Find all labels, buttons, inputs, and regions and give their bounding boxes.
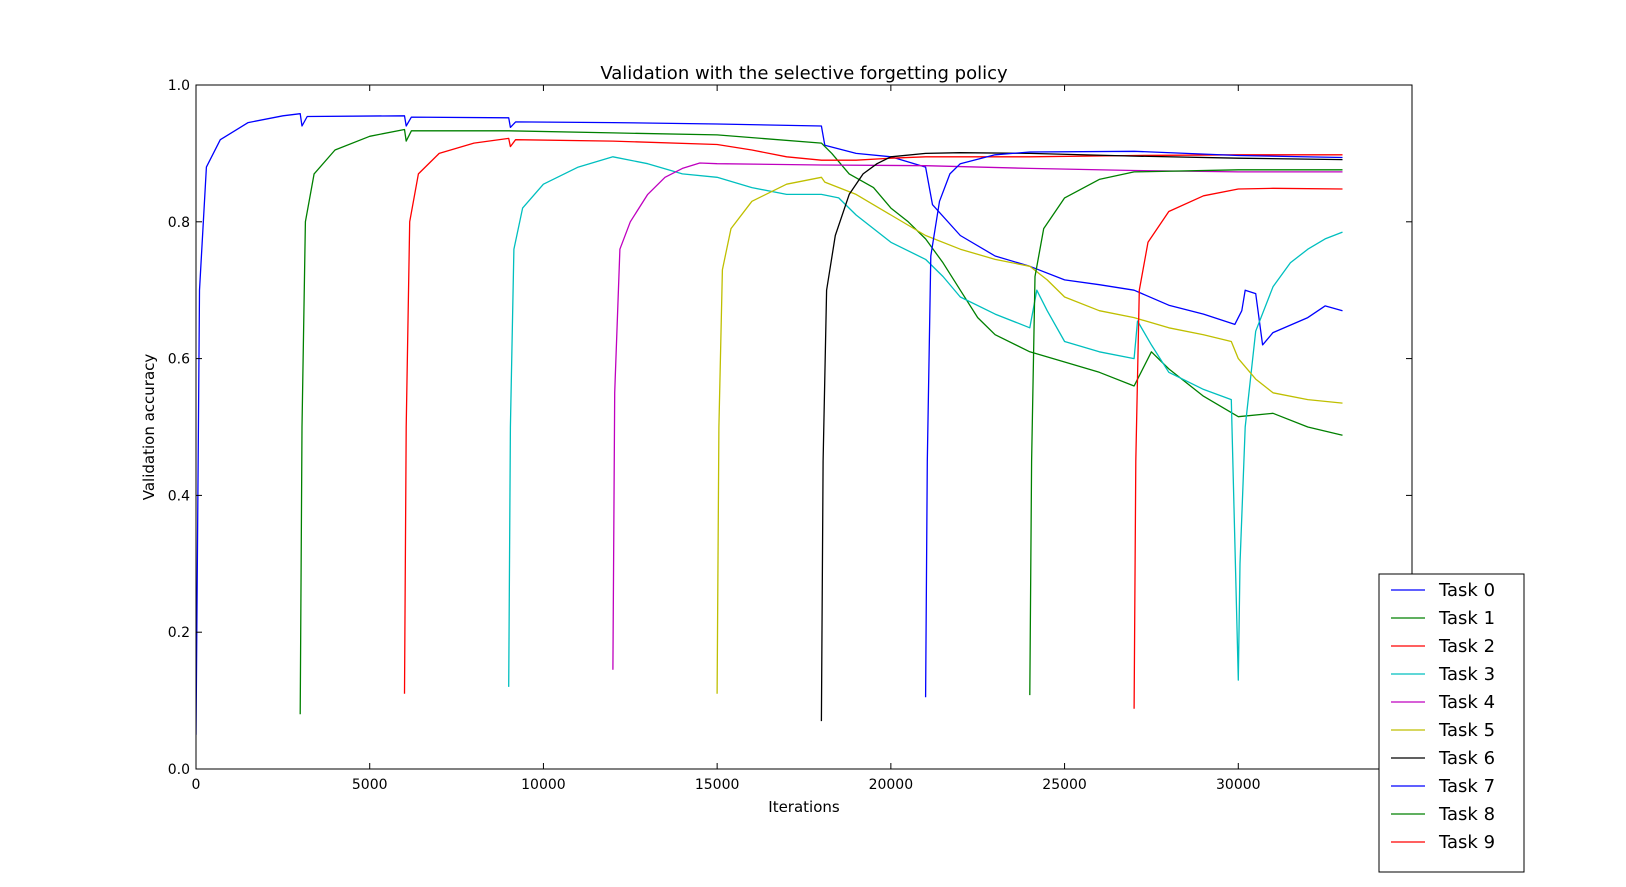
series-line-task-0 <box>196 113 1343 735</box>
series-line-task-1 <box>299 128 1343 715</box>
series-line-task-9 <box>1133 187 1343 709</box>
series-line-task-5 <box>716 176 1343 694</box>
y-tick-label: 0.0 <box>168 762 190 778</box>
x-tick-label: 10000 <box>521 777 566 793</box>
legend-label: Task 3 <box>1438 664 1495 685</box>
y-tick-label: 0.4 <box>168 488 190 504</box>
legend-label: Task 8 <box>1438 804 1495 825</box>
x-tick-label: 5000 <box>352 777 388 793</box>
series-layer <box>196 113 1343 735</box>
legend-label: Task 5 <box>1438 720 1495 741</box>
x-tick-label: 30000 <box>1216 777 1261 793</box>
legend-box <box>1378 573 1525 873</box>
legend-label: Task 9 <box>1438 832 1495 853</box>
series-line-task-8 <box>1029 169 1343 696</box>
x-axis: 0 5000 10000 15000 20000 25000 30000 <box>192 85 1261 793</box>
series-line-task-6 <box>820 152 1343 722</box>
x-axis-label: Iterations <box>768 798 840 816</box>
x-tick-label: 25000 <box>1042 777 1087 793</box>
chart-title: Validation with the selective forgetting… <box>600 63 1008 84</box>
legend-label: Task 2 <box>1438 636 1495 657</box>
plot-frame <box>195 84 1413 770</box>
series-line-task-2 <box>403 137 1343 694</box>
legend-label: Task 0 <box>1438 580 1495 601</box>
series-line-task-4 <box>612 162 1343 670</box>
x-tick-label: 20000 <box>869 777 914 793</box>
legend-label: Task 6 <box>1438 748 1495 769</box>
series-line-task-7 <box>924 150 1343 698</box>
y-tick-label: 0.6 <box>168 352 190 368</box>
legend: Task 0 Task 1 Task 2 Task 3 Task 4 Task 5 Task… <box>1378 573 1525 873</box>
series-line-task-3 <box>508 156 1343 687</box>
y-axis: 0.0 0.2 0.4 0.6 0.8 1.0 <box>168 78 1412 778</box>
legend-label: Task 4 <box>1438 692 1495 713</box>
legend-label: Task 7 <box>1438 776 1495 797</box>
y-axis-label: Validation accuracy <box>140 354 158 501</box>
y-tick-label: 0.8 <box>168 215 190 231</box>
legend-label: Task 1 <box>1438 608 1495 629</box>
y-tick-label: 1.0 <box>168 78 190 94</box>
x-tick-label: 15000 <box>695 777 740 793</box>
x-tick-label: 0 <box>192 777 201 793</box>
y-tick-label: 0.2 <box>168 625 190 641</box>
